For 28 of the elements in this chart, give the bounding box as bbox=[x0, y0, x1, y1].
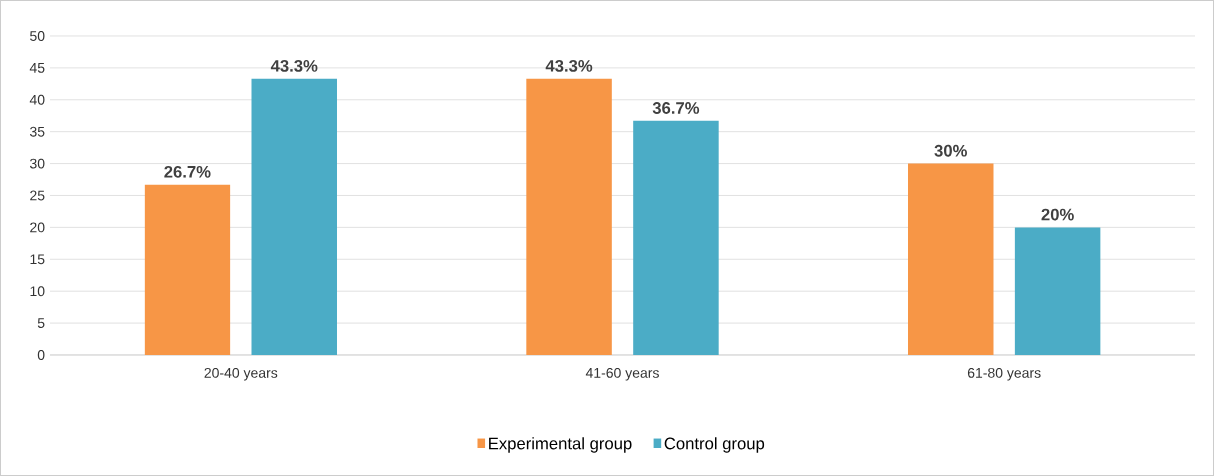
y-tick-label: 45 bbox=[29, 63, 45, 73]
y-tick-label: 40 bbox=[29, 94, 45, 105]
bar bbox=[144, 184, 231, 355]
data-label: 43.3% bbox=[270, 59, 318, 72]
data-label: 26.7% bbox=[164, 165, 211, 178]
y-tick-label: 20 bbox=[30, 222, 45, 233]
y-tick-label: 10 bbox=[30, 286, 45, 297]
bar bbox=[526, 78, 612, 355]
y-tick-label: 5 bbox=[37, 318, 45, 328]
bar bbox=[633, 120, 719, 355]
y-tick-label: 30 bbox=[29, 158, 45, 169]
y-tick-label: 25 bbox=[30, 190, 45, 201]
bar bbox=[908, 163, 994, 355]
y-tick-label: 15 bbox=[30, 254, 45, 265]
bar bbox=[1014, 227, 1101, 355]
data-label: 30% bbox=[934, 144, 967, 157]
bar bbox=[251, 78, 337, 355]
data-label: 43.3% bbox=[545, 59, 593, 72]
y-tick-label: 50 bbox=[30, 31, 45, 41]
data-label: 36.7% bbox=[652, 102, 700, 114]
legend-label: Control group bbox=[664, 437, 765, 453]
legend-label: Experimental group bbox=[489, 437, 632, 453]
x-tick-label: 61-80 years bbox=[967, 367, 1041, 381]
x-tick-label: 41-60 years bbox=[585, 367, 659, 381]
y-tick-label: 0 bbox=[37, 350, 45, 360]
y-tick-label: 35 bbox=[29, 126, 45, 137]
x-tick-label: 20-40 years bbox=[204, 367, 278, 381]
data-label: 20% bbox=[1041, 208, 1074, 221]
